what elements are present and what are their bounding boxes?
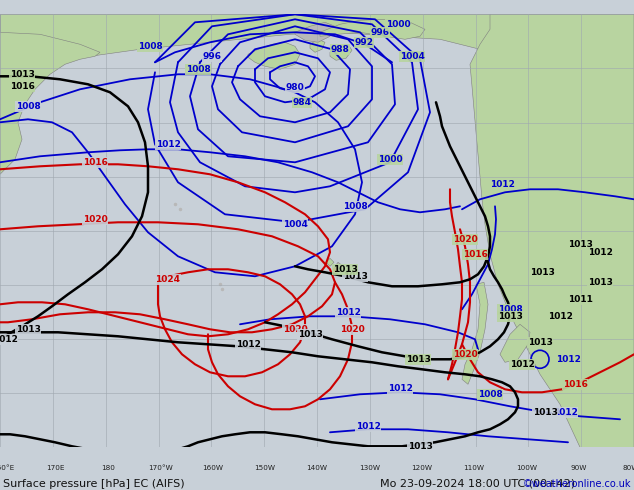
Polygon shape (295, 22, 335, 42)
Text: 1013: 1013 (529, 268, 555, 277)
Text: 1012: 1012 (0, 335, 18, 344)
Text: 1012: 1012 (387, 384, 413, 393)
Text: 90W: 90W (571, 465, 586, 471)
Text: 170E: 170E (46, 465, 65, 471)
Text: 1016: 1016 (82, 158, 107, 167)
Text: 1012: 1012 (356, 422, 380, 431)
Text: 80W: 80W (623, 465, 634, 471)
Text: Surface pressure [hPa] EC (AIFS): Surface pressure [hPa] EC (AIFS) (3, 479, 184, 489)
Text: 1000: 1000 (385, 20, 410, 29)
Text: 1013: 1013 (342, 272, 368, 281)
Text: 1012: 1012 (236, 340, 261, 349)
Text: 1016: 1016 (10, 82, 34, 91)
Text: 1013: 1013 (588, 278, 612, 287)
Text: 1016: 1016 (562, 380, 588, 389)
Text: ©weatheronline.co.uk: ©weatheronline.co.uk (523, 479, 631, 489)
Text: 1020: 1020 (340, 325, 365, 334)
Text: 1013: 1013 (406, 355, 430, 364)
Text: 110W: 110W (463, 465, 484, 471)
Text: 1020: 1020 (82, 215, 107, 224)
Polygon shape (326, 258, 334, 266)
Polygon shape (310, 39, 325, 52)
Polygon shape (0, 14, 634, 447)
Text: 1004: 1004 (399, 52, 424, 61)
Text: 1004: 1004 (283, 220, 307, 229)
Polygon shape (248, 42, 300, 69)
Text: 1012: 1012 (548, 312, 573, 321)
Text: 170°W: 170°W (148, 465, 172, 471)
Text: 1020: 1020 (453, 235, 477, 244)
Text: 1000: 1000 (378, 155, 403, 164)
Text: Mo 23-09-2024 18:00 UTC (00+42): Mo 23-09-2024 18:00 UTC (00+42) (380, 479, 576, 489)
Text: 1013: 1013 (408, 442, 432, 451)
Polygon shape (330, 44, 352, 60)
Text: 996: 996 (202, 52, 221, 61)
Text: 1008: 1008 (138, 42, 162, 51)
Polygon shape (0, 14, 100, 174)
Text: 180: 180 (101, 465, 115, 471)
Text: 988: 988 (330, 45, 349, 54)
Polygon shape (320, 19, 425, 39)
Text: 1013: 1013 (498, 312, 522, 321)
Text: 1008: 1008 (186, 65, 210, 74)
Text: 1012: 1012 (489, 180, 514, 189)
Text: 1012: 1012 (555, 355, 581, 364)
Polygon shape (470, 14, 634, 447)
Text: 1008: 1008 (342, 202, 367, 211)
Polygon shape (0, 14, 634, 69)
Polygon shape (500, 324, 530, 362)
Polygon shape (335, 262, 342, 270)
Text: 120W: 120W (411, 465, 432, 471)
Text: 100W: 100W (515, 465, 537, 471)
Polygon shape (462, 282, 488, 384)
Text: 1012: 1012 (335, 308, 361, 317)
Text: 1012: 1012 (155, 140, 181, 149)
Text: 1012: 1012 (588, 248, 612, 257)
Text: 140W: 140W (306, 465, 328, 471)
Text: 1024: 1024 (155, 275, 181, 284)
Text: 980: 980 (286, 83, 304, 92)
Text: 130W: 130W (359, 465, 380, 471)
Text: 160W: 160W (202, 465, 223, 471)
Text: 1011: 1011 (567, 295, 592, 304)
Text: 150W: 150W (254, 465, 275, 471)
Text: 1012: 1012 (510, 360, 534, 369)
Text: 996: 996 (370, 28, 389, 37)
Text: 1013: 1013 (527, 338, 552, 347)
Text: 1020: 1020 (283, 325, 307, 334)
Text: 160°E: 160°E (0, 465, 15, 471)
Text: 1008: 1008 (477, 390, 502, 399)
Text: 984: 984 (292, 98, 311, 107)
Text: 992: 992 (354, 38, 373, 47)
Text: 1016: 1016 (463, 250, 488, 259)
Text: 1013: 1013 (16, 325, 41, 334)
Text: 1008: 1008 (16, 102, 41, 111)
Text: 1020: 1020 (453, 350, 477, 359)
Text: 1008: 1008 (498, 305, 522, 314)
Text: 1013: 1013 (567, 240, 592, 249)
Text: 1013: 1013 (10, 70, 34, 79)
Text: 1013: 1013 (533, 408, 557, 417)
Text: 1012: 1012 (553, 408, 578, 417)
Text: 1013: 1013 (297, 330, 323, 339)
Text: 1013: 1013 (333, 265, 358, 274)
